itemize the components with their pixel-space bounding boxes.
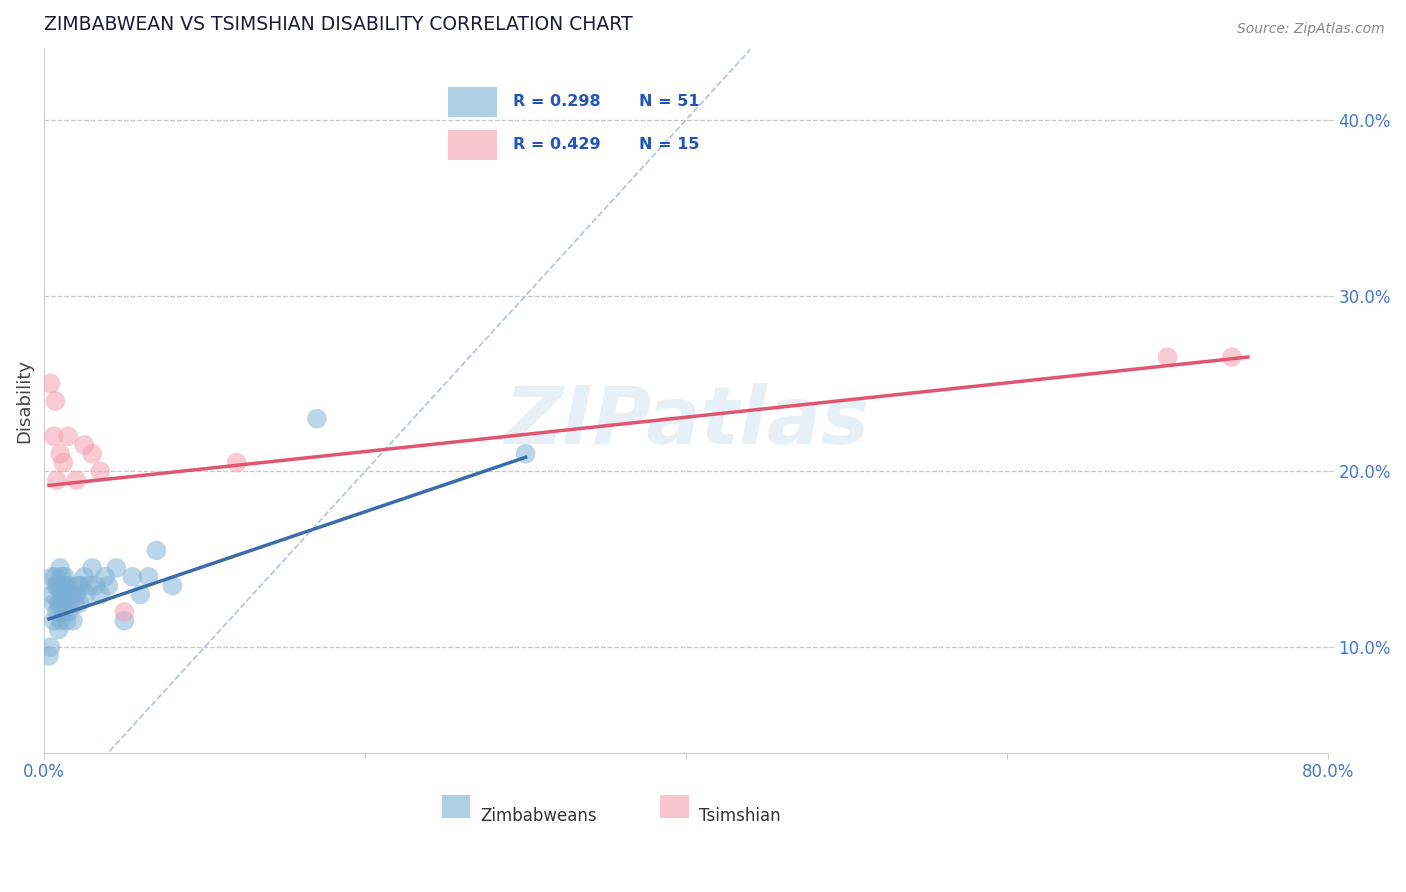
Point [94, 570, 117, 584]
Point [52, 456, 75, 470]
Point [82, 561, 104, 575]
Point [44, 394, 66, 409]
Text: Source: ZipAtlas.com: Source: ZipAtlas.com [1237, 22, 1385, 37]
Point [105, 561, 128, 575]
Point [49, 561, 72, 575]
Point [75, 587, 97, 601]
Point [56, 605, 79, 619]
Point [44, 578, 66, 592]
Point [46, 605, 69, 619]
Point [53, 570, 76, 584]
Point [89, 587, 111, 601]
Point [145, 543, 167, 558]
Point [225, 456, 247, 470]
Point [39, 376, 62, 391]
Point [1156, 350, 1178, 364]
Text: ZIMBABWEAN VS TSIMSHIAN DISABILITY CORRELATION CHART: ZIMBABWEAN VS TSIMSHIAN DISABILITY CORRE… [44, 15, 633, 34]
Point [46, 473, 69, 487]
Point [53, 596, 76, 610]
Point [65, 587, 87, 601]
Point [60, 587, 83, 601]
Point [46, 578, 69, 592]
Point [82, 447, 104, 461]
Text: ZIPatlas: ZIPatlas [503, 383, 869, 461]
Point [44, 570, 66, 584]
Point [51, 587, 73, 601]
Point [84, 578, 107, 592]
Point [56, 578, 79, 592]
Point [42, 429, 65, 443]
Point [62, 614, 84, 628]
Point [48, 623, 70, 637]
Point [49, 614, 72, 628]
Point [59, 596, 82, 610]
Point [63, 596, 86, 610]
Point [42, 614, 65, 628]
Point [66, 578, 89, 592]
Point [49, 596, 72, 610]
Point [55, 578, 77, 592]
Point [65, 473, 87, 487]
Point [97, 578, 120, 592]
Point [305, 411, 328, 425]
Point [49, 578, 72, 592]
Point [1220, 350, 1243, 364]
Point [112, 605, 135, 619]
Point [52, 587, 75, 601]
Point [56, 429, 79, 443]
Text: Tsimshian: Tsimshian [699, 806, 780, 825]
Point [48, 596, 70, 610]
Point [52, 605, 75, 619]
Point [112, 614, 135, 628]
Point [77, 578, 100, 592]
Point [39, 640, 62, 654]
Y-axis label: Disability: Disability [15, 359, 32, 443]
Point [55, 614, 77, 628]
Point [121, 570, 143, 584]
Point [138, 570, 160, 584]
Point [41, 587, 63, 601]
Point [41, 570, 63, 584]
Point [49, 447, 72, 461]
Point [51, 570, 73, 584]
Point [70, 578, 93, 592]
Point [67, 596, 90, 610]
Point [129, 587, 152, 601]
Point [515, 447, 537, 461]
Point [162, 578, 184, 592]
Point [89, 464, 111, 478]
Point [42, 596, 65, 610]
Point [73, 438, 96, 452]
Point [73, 570, 96, 584]
Text: Zimbabweans: Zimbabweans [481, 806, 598, 825]
Point [38, 648, 60, 663]
